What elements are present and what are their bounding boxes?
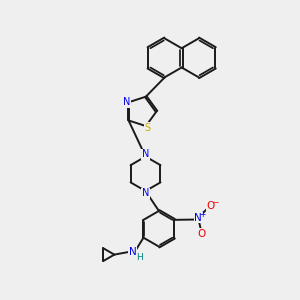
Text: +: + (199, 210, 205, 219)
Text: S: S (144, 122, 150, 133)
Text: N: N (142, 149, 149, 160)
Text: N: N (129, 247, 136, 256)
Text: H: H (136, 253, 143, 262)
Text: N: N (142, 188, 149, 198)
Text: O: O (197, 229, 205, 239)
Text: N: N (194, 213, 202, 223)
Text: N: N (123, 97, 131, 107)
Text: O: O (207, 201, 215, 211)
Text: −: − (212, 198, 219, 207)
